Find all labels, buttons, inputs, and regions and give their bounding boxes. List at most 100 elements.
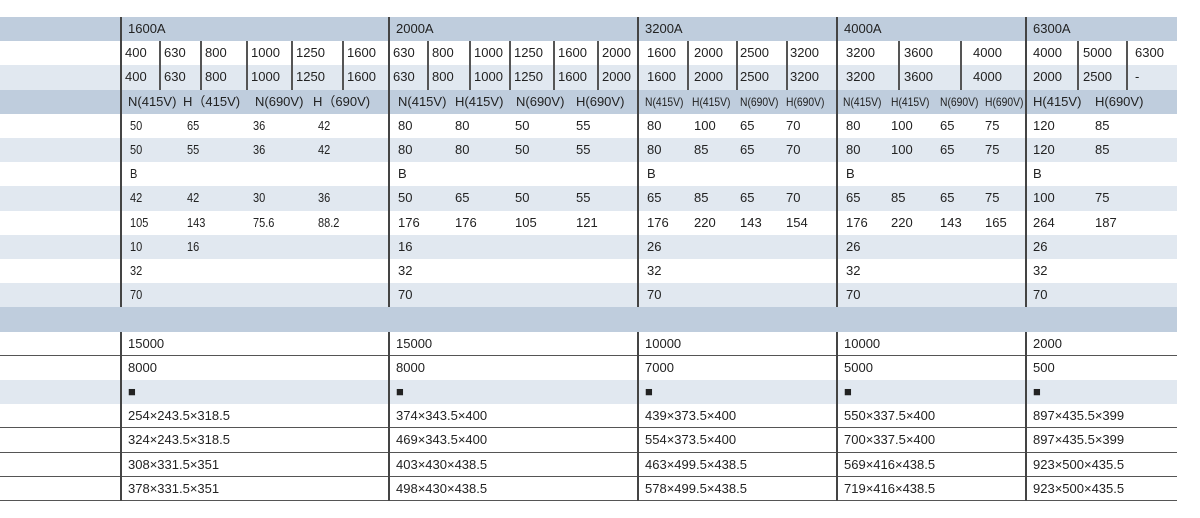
column-divider — [246, 41, 248, 90]
column-divider — [637, 17, 639, 308]
breaking-rating-label: H(690V) — [786, 94, 825, 109]
spec-value: 75 — [1095, 190, 1110, 206]
spec-value: 42 — [187, 191, 200, 206]
column-divider — [553, 41, 555, 90]
spec-value: 65 — [740, 190, 755, 206]
spec-value: 32 — [647, 263, 662, 278]
spec-value: 463×499.5×438.5 — [645, 456, 747, 472]
frame-current-header: 6300A — [1033, 21, 1071, 36]
rated-current-cell: 2500 — [740, 69, 769, 85]
rated-current-cell: 1250 — [296, 45, 325, 61]
breaking-rating-label: H(415V) — [692, 94, 731, 109]
table-row — [0, 476, 1177, 501]
rated-current-cell: 630 — [393, 45, 415, 61]
rated-current-cell: 630 — [393, 69, 415, 85]
spec-value: 65 — [740, 117, 755, 133]
rated-current-cell: 6300 — [1135, 45, 1164, 61]
column-divider — [291, 41, 293, 90]
table-row — [0, 259, 1177, 284]
spec-value: 70 — [786, 117, 801, 133]
breaking-rating-label: H(690V) — [576, 93, 625, 109]
spec-value: 498×430×438.5 — [396, 480, 488, 496]
rated-current-cell: 1600 — [558, 69, 587, 85]
spec-value: 55 — [576, 117, 591, 133]
spec-value: 143 — [740, 214, 762, 230]
rated-current-cell: 2500 — [740, 45, 769, 61]
spec-value: 176 — [455, 214, 477, 230]
spec-value: 500 — [1033, 359, 1055, 375]
spec-value: 80 — [455, 142, 470, 157]
column-divider — [1025, 17, 1027, 308]
table-row — [0, 404, 1177, 429]
column-divider — [342, 41, 344, 90]
rated-current-cell: 4000 — [973, 69, 1002, 85]
spec-value: 36 — [318, 191, 331, 206]
spec-value: 7000 — [645, 359, 674, 375]
spec-value: 121 — [576, 214, 598, 230]
rated-current-cell: 3600 — [904, 45, 933, 61]
breaking-rating-label: N(690V) — [740, 94, 779, 109]
rated-current-cell: 1000 — [474, 69, 503, 85]
spec-value: 154 — [786, 214, 808, 230]
rated-current-cell: 2000 — [694, 45, 723, 61]
spec-value: 65 — [940, 117, 955, 133]
spec-value: 100 — [891, 142, 913, 157]
breaking-rating-label: H(690V) — [985, 94, 1024, 109]
spec-value: 264 — [1033, 214, 1055, 230]
breaking-rating-label: H(415V) — [891, 94, 930, 109]
spec-value: 15000 — [396, 335, 433, 351]
column-divider — [427, 41, 429, 90]
spec-value: 85 — [891, 190, 906, 206]
spec-value: 65 — [846, 190, 861, 206]
spec-value: 80 — [647, 117, 662, 133]
table-row — [0, 380, 1177, 405]
table-row — [0, 89, 1177, 114]
column-divider — [1025, 331, 1027, 501]
column-divider — [120, 17, 122, 308]
spec-value: 469×343.5×400 — [396, 432, 488, 448]
spec-value: 120 — [1033, 142, 1055, 157]
spec-value: 569×416×438.5 — [844, 456, 936, 472]
spec-value: 32 — [398, 263, 413, 278]
spec-value: 8000 — [396, 359, 425, 375]
spec-value: 70 — [398, 287, 413, 303]
spec-value: 923×500×435.5 — [1033, 480, 1125, 496]
rated-current-cell: 400 — [125, 45, 147, 61]
spec-value: 70 — [846, 287, 861, 303]
spec-value: 16 — [398, 238, 413, 254]
rated-current-cell: 1600 — [558, 45, 587, 61]
rated-current-cell: 2000 — [602, 45, 631, 61]
spec-value: 100 — [694, 117, 716, 133]
column-divider — [687, 41, 689, 90]
spec-value: 32 — [130, 264, 143, 278]
column-divider — [786, 41, 788, 90]
table-row — [0, 210, 1177, 235]
table-row — [0, 41, 1177, 66]
column-divider — [1077, 41, 1079, 90]
breaking-rating-label: H(415V) — [455, 93, 504, 109]
spec-value: 26 — [846, 238, 861, 254]
spec-value: 10 — [130, 239, 143, 254]
rated-current-cell: 4000 — [973, 45, 1002, 61]
rated-current-cell: 400 — [125, 69, 147, 85]
spec-value: 55 — [187, 143, 200, 157]
frame-current-header: 2000A — [396, 21, 434, 36]
table-row — [0, 355, 1177, 380]
spec-value: 80 — [846, 142, 861, 157]
spec-value: 50 — [515, 190, 530, 206]
table-row — [0, 138, 1177, 163]
breaking-rating-label: H（690V) — [313, 93, 371, 109]
spec-value: 65 — [940, 190, 955, 206]
rated-current-cell: 1600 — [647, 45, 676, 61]
table-row — [0, 307, 1177, 332]
table-row — [0, 428, 1177, 453]
spec-value: 30 — [253, 191, 266, 206]
rated-current-cell: 2000 — [694, 69, 723, 85]
spec-value: 70 — [786, 142, 801, 157]
spec-value: 42 — [130, 191, 143, 206]
breaking-rating-label: N(690V) — [940, 94, 979, 109]
rated-current-cell: 2000 — [602, 69, 631, 85]
spec-value: 55 — [576, 142, 591, 157]
spec-value: 70 — [1033, 287, 1048, 303]
column-divider — [736, 41, 738, 90]
